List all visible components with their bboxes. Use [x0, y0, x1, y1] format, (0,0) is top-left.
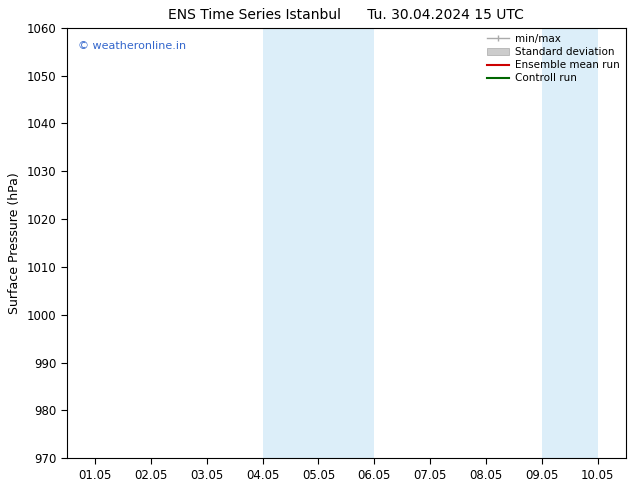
Legend: min/max, Standard deviation, Ensemble mean run, Controll run: min/max, Standard deviation, Ensemble me…: [482, 30, 624, 87]
Bar: [542, 27, 598, 458]
Text: © weatheronline.in: © weatheronline.in: [78, 41, 186, 50]
Y-axis label: Surface Pressure (hPa): Surface Pressure (hPa): [8, 172, 22, 314]
Bar: [262, 27, 374, 458]
Title: ENS Time Series Istanbul      Tu. 30.04.2024 15 UTC: ENS Time Series Istanbul Tu. 30.04.2024 …: [169, 8, 524, 23]
